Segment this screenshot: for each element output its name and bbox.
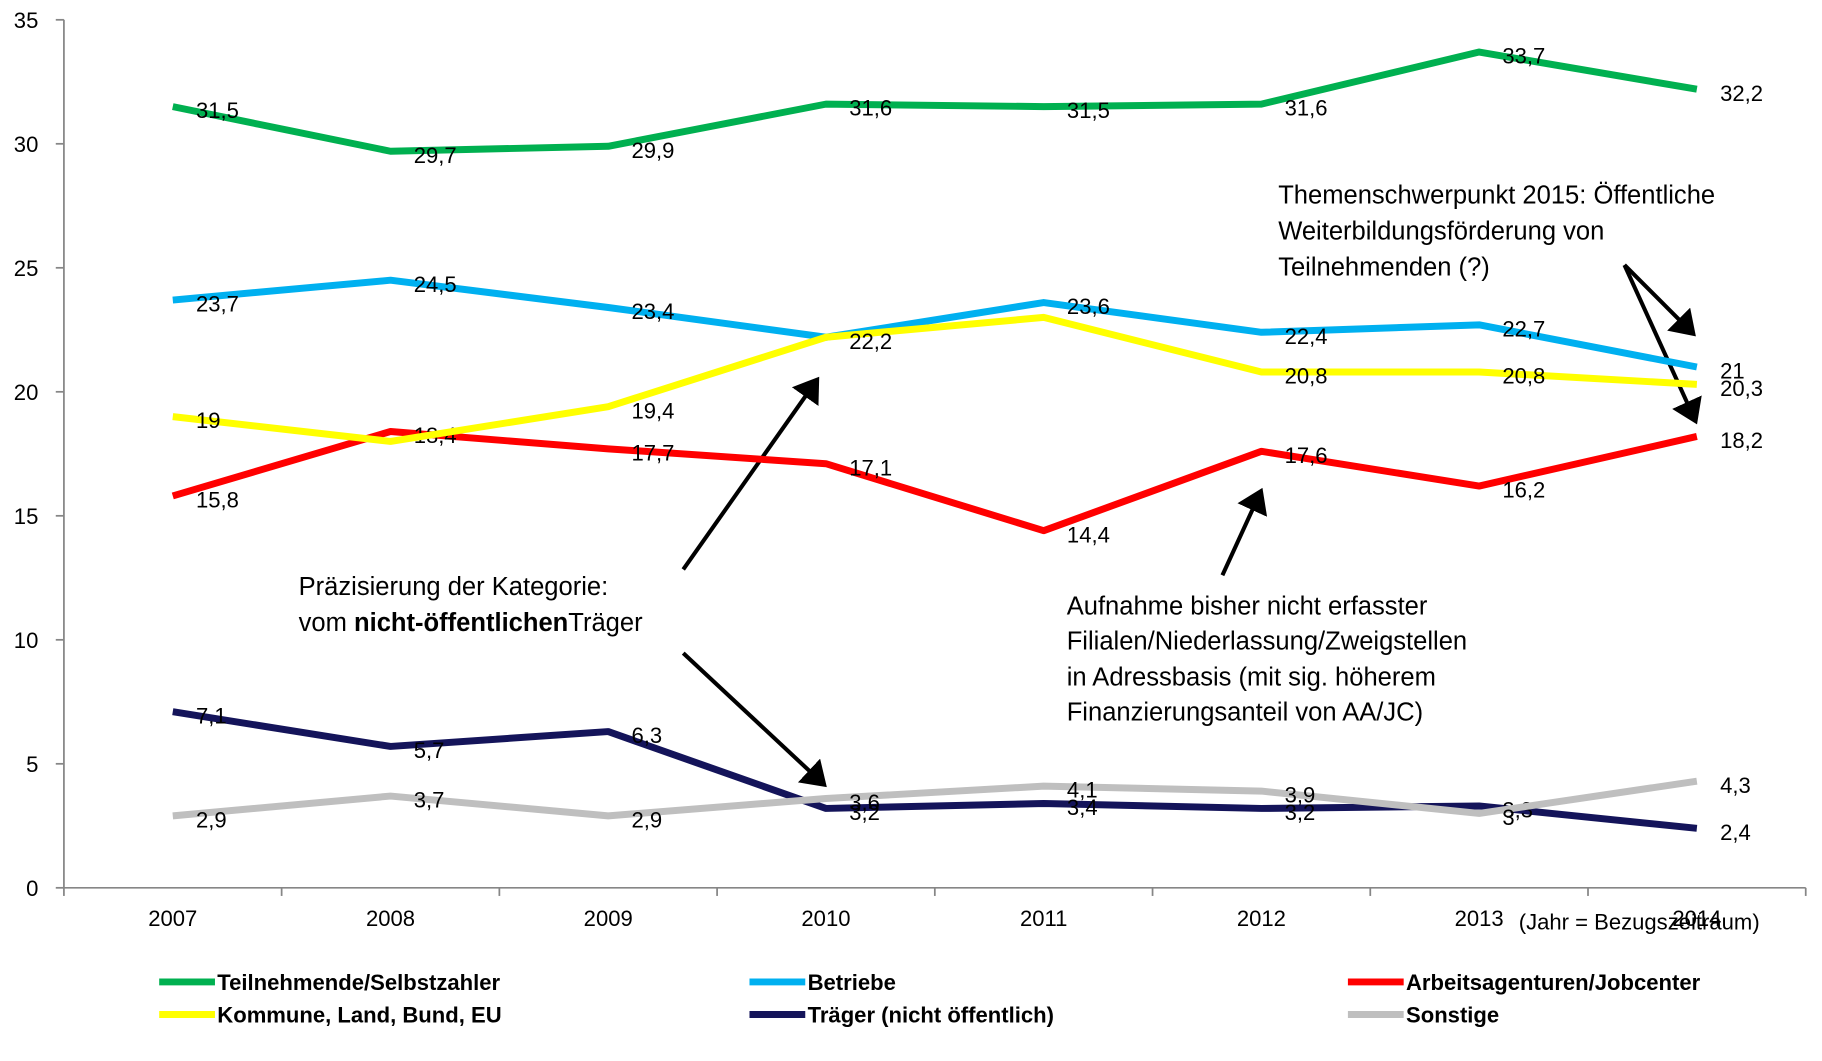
annotation-part: Träger — [568, 609, 643, 637]
x-axis-note: (Jahr = Bezugszeitraum) — [1519, 910, 1760, 935]
data-label: 17,1 — [849, 455, 892, 480]
arrow — [1622, 264, 1702, 425]
y-tick-label: 15 — [14, 504, 39, 529]
data-label: 24,5 — [414, 272, 457, 297]
data-label: 2,4 — [1720, 820, 1751, 845]
legend-label: Teilnehmende/Selbstzahler — [217, 970, 500, 995]
y-tick-label: 35 — [14, 8, 39, 33]
legend-label: Träger (nicht öffentlich) — [808, 1003, 1054, 1028]
data-label: 3,6 — [849, 790, 880, 815]
data-label: 21 — [1720, 359, 1745, 384]
x-tick-label: 2008 — [366, 906, 415, 931]
data-label: 3,2 — [849, 800, 880, 825]
x-tick-label: 2013 — [1455, 906, 1504, 931]
series-line — [171, 428, 1698, 535]
data-label: 2,9 — [196, 808, 227, 833]
series-line — [172, 313, 1698, 445]
y-tick-label: 30 — [14, 132, 39, 157]
data-label: 17,7 — [631, 440, 674, 465]
data-label: 5,7 — [414, 738, 445, 763]
data-label: 15,8 — [196, 488, 239, 513]
annotation: Weiterbildungsförderung von — [1278, 217, 1604, 245]
data-label: 3,4 — [1067, 795, 1098, 820]
y-tick-label: 20 — [14, 380, 39, 405]
legend-label: Kommune, Land, Bund, EU — [217, 1003, 501, 1028]
data-label: 4,1 — [1067, 778, 1098, 803]
data-label: 32,2 — [1720, 81, 1763, 106]
data-label: 16,2 — [1502, 478, 1545, 503]
annotation: Teilnehmenden (?) — [1278, 253, 1490, 281]
data-label: 22,2 — [849, 329, 892, 354]
annotation: in Adressbasis (mit sig. höherem — [1067, 664, 1436, 692]
series-line — [172, 276, 1698, 371]
legend-label: Sonstige — [1406, 1003, 1499, 1028]
annotation: Aufnahme bisher nicht erfasster — [1067, 593, 1428, 621]
data-label: 19 — [196, 408, 221, 433]
annotation: Filialen/Niederlassung/Zweigstellen — [1067, 628, 1467, 656]
data-label: 3,9 — [1285, 783, 1316, 808]
data-label: 19,4 — [631, 398, 674, 423]
data-label: 3 — [1502, 805, 1514, 830]
series-line — [172, 777, 1698, 820]
x-tick-label: 2010 — [801, 906, 850, 931]
annotation: Finanzierungsanteil von AA/JC) — [1067, 698, 1423, 726]
data-label: 29,9 — [631, 138, 674, 163]
data-label: 6,3 — [631, 723, 662, 748]
series-line — [172, 48, 1698, 155]
data-label: 31,5 — [1067, 98, 1110, 123]
data-label: 23,4 — [631, 299, 674, 324]
legend-label: Betriebe — [808, 970, 896, 995]
data-label: 20,8 — [1502, 364, 1545, 389]
data-label: 2,9 — [631, 808, 662, 833]
x-tick-label: 2009 — [584, 906, 633, 931]
data-label: 17,6 — [1285, 443, 1328, 468]
arrow — [681, 651, 827, 788]
x-tick-label: 2011 — [1020, 906, 1067, 931]
annotation: Themenschwerpunkt 2015: Öffentliche — [1278, 181, 1715, 209]
y-tick-label: 25 — [14, 256, 39, 281]
data-label: 20,3 — [1720, 376, 1763, 401]
x-tick-label: 2012 — [1237, 906, 1286, 931]
y-tick-label: 10 — [14, 628, 39, 653]
data-label: 22,4 — [1285, 324, 1328, 349]
data-label: 31,6 — [1285, 96, 1328, 121]
arrow — [681, 376, 820, 571]
arrow — [1220, 487, 1268, 577]
annotation-part: nicht-öffentlichen — [354, 609, 568, 637]
arrow — [1623, 263, 1696, 337]
data-label: 18,2 — [1720, 428, 1763, 453]
data-label: 14,4 — [1067, 522, 1110, 547]
data-label: 3,2 — [1285, 800, 1316, 825]
data-label: 23,7 — [196, 292, 239, 317]
data-label: 31,5 — [196, 98, 239, 123]
data-label: 31,6 — [849, 96, 892, 121]
data-label: 29,7 — [414, 143, 457, 168]
annotation: Präzisierung der Kategorie: — [299, 573, 609, 601]
data-label: 33,7 — [1502, 44, 1545, 69]
y-tick-label: 5 — [26, 752, 38, 777]
x-tick-label: 2007 — [148, 906, 197, 931]
data-label: 7,1 — [196, 703, 227, 728]
data-label: 4,3 — [1720, 773, 1751, 798]
legend-label: Arbeitsagenturen/Jobcenter — [1406, 970, 1701, 995]
y-tick-label: 0 — [26, 876, 38, 901]
plot: 0 5 10 15 20 25 30 35 2007 2008 2009 2010 2011 2012 20… — [14, 8, 1807, 931]
x-tick-label: 2014 — [1672, 906, 1721, 931]
annotation: vom nicht-öffentlichenTräger — [299, 609, 643, 637]
data-label: 23,6 — [1067, 294, 1110, 319]
data-label: 20,8 — [1285, 364, 1328, 389]
data-label: 3,7 — [414, 788, 445, 813]
annotation-part: vom — [299, 609, 354, 637]
data-label: 22,7 — [1502, 316, 1545, 341]
